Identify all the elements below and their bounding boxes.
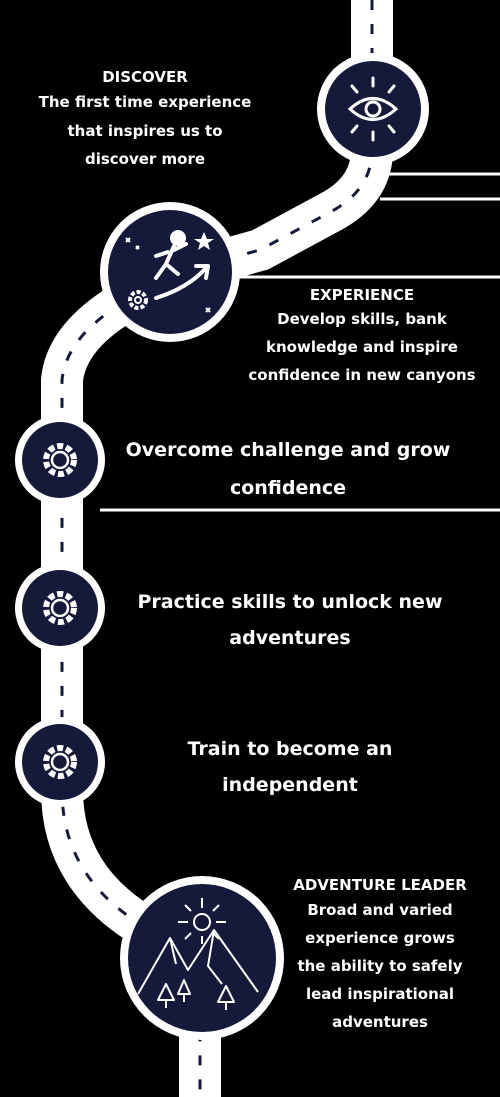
gear-icon: [43, 745, 77, 779]
discover-node: [317, 53, 429, 165]
stage-desc-line: Practice skills to unlock new: [137, 591, 443, 613]
stage-desc-line: Overcome challenge and grow: [125, 439, 451, 461]
stage-title: EXPERIENCE: [309, 286, 415, 304]
gear-node-2: [15, 563, 105, 653]
climber-arrow-icon: [154, 230, 210, 300]
stage-overcome-text: Overcome challenge and grow confidence: [110, 434, 466, 504]
stage-title: ADVENTURE LEADER: [293, 876, 467, 894]
stage-desc-line: independent: [222, 774, 358, 796]
gear-icon: [43, 443, 77, 477]
stage-title: DISCOVER: [102, 68, 188, 86]
stage-practice-text: Practice skills to unlock new adventures: [120, 586, 460, 654]
stage-desc-line: lead inspirational: [305, 985, 455, 1003]
stage-desc-line: the ability to safely: [297, 957, 463, 975]
stage-desc-line: adventures: [332, 1013, 428, 1031]
adventure-leader-node: [120, 876, 284, 1040]
stage-desc-line: confidence: [229, 477, 347, 499]
stage-desc-line: that inspires us to: [67, 122, 223, 140]
gear-node-3: [15, 717, 105, 807]
stage-desc-line: experience grows: [305, 929, 455, 947]
stage-desc-line: confidence in new canyons: [248, 366, 476, 384]
stage-desc-line: The first time experience: [38, 93, 252, 111]
stage-train-text: Train to become an independent: [140, 733, 440, 801]
gear-icon: [43, 591, 77, 625]
gear-node-1: [15, 415, 105, 505]
stage-desc-line: discover more: [84, 150, 206, 168]
stage-adventure-leader-text: ADVENTURE LEADER Broad and varied experi…: [282, 874, 478, 1036]
eye-icon: [347, 76, 399, 142]
mountain-sun-icon: [137, 898, 259, 1010]
stage-desc-line: Develop skills, bank: [277, 310, 447, 328]
stage-desc-line: adventures: [229, 627, 351, 649]
stage-discover-text: DISCOVER The first time experience that …: [20, 68, 270, 173]
experience-node: [100, 202, 240, 342]
stage-desc-line: knowledge and inspire: [266, 338, 458, 356]
stage-experience-text: EXPERIENCE Develop skills, bank knowledg…: [238, 286, 486, 389]
star-icon: [194, 232, 214, 250]
stage-desc-line: Train to become an: [187, 738, 393, 760]
stage-desc-line: Broad and varied: [307, 901, 453, 919]
